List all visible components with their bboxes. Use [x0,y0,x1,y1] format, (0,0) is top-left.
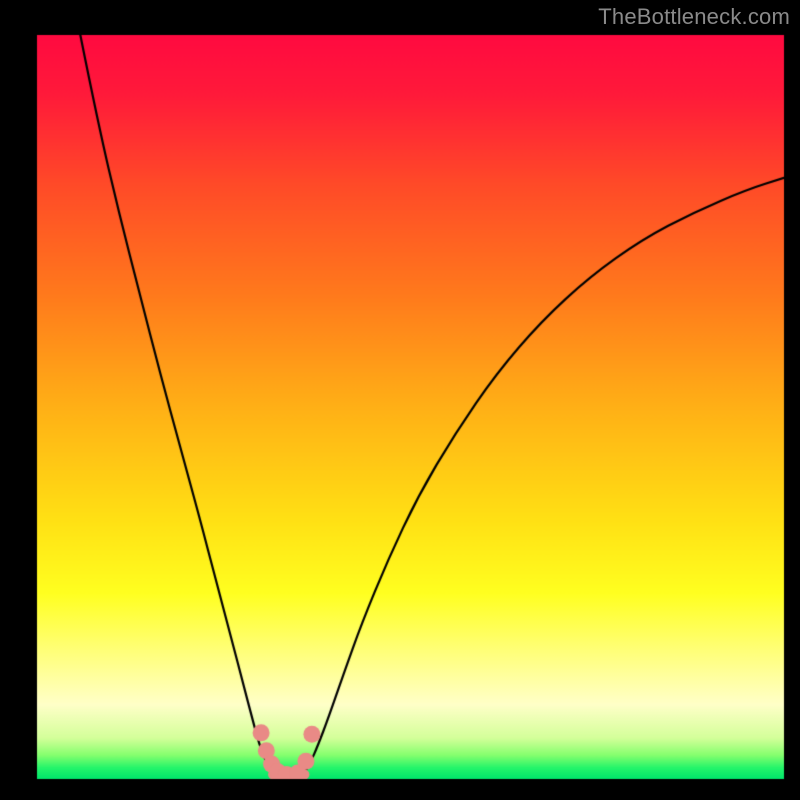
watermark-label: TheBottleneck.com [598,4,790,30]
bottleneck-curve-chart [0,0,800,800]
chart-stage: TheBottleneck.com [0,0,800,800]
